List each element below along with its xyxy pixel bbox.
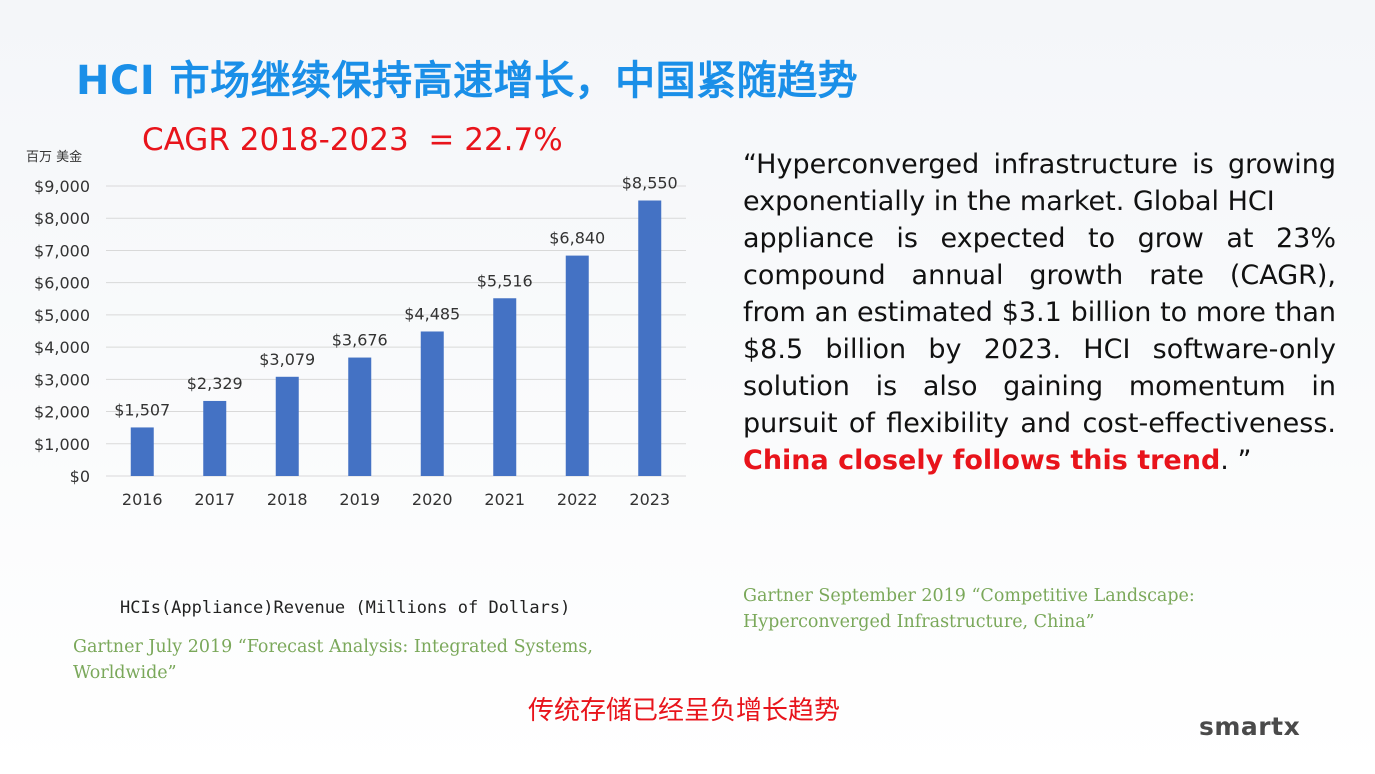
- bar-2022: [565, 255, 589, 476]
- data-label: $3,676: [332, 331, 388, 350]
- y-tick-label: $4,000: [34, 338, 90, 357]
- revenue-bar-chart: $0 $1,000 $2,000 $3,000 $4,000 $5,000 $6,000 $7…: [34, 174, 686, 509]
- chart-x-axis: 2016 2017 2018 2019 2020 2021 2022 2023: [122, 490, 670, 509]
- y-tick-label: $7,000: [34, 241, 90, 260]
- quote-end-text: . ”: [1220, 445, 1252, 476]
- data-label: $6,840: [549, 229, 605, 248]
- data-label: $1,507: [114, 400, 170, 419]
- y-tick-label: $5,000: [34, 306, 90, 325]
- gartner-quote: “Hyperconverged infrastructure is growin…: [743, 146, 1336, 479]
- x-tick-label: 2023: [629, 490, 670, 509]
- y-tick-label: $9,000: [34, 177, 90, 196]
- y-tick-label: $2,000: [34, 403, 90, 422]
- bar-2019: [348, 357, 372, 476]
- bar-2020: [420, 331, 444, 476]
- cagr-label: CAGR 2018-2023 = 22.7%: [142, 122, 563, 158]
- y-tick-label: $1,000: [34, 435, 90, 454]
- quote-main-text: “Hyperconverged infrastructure is growin…: [743, 149, 1336, 439]
- unit-label: 百万 美金: [26, 150, 83, 165]
- quote-highlight-text: China closely follows this trend: [743, 445, 1221, 476]
- chart-gridlines: [106, 185, 686, 477]
- data-label: $3,079: [259, 350, 315, 369]
- y-tick-label: $0: [70, 467, 90, 486]
- y-tick-label: $6,000: [34, 274, 90, 293]
- x-tick-label: 2020: [412, 490, 453, 509]
- bar-2023: [638, 200, 662, 476]
- footer-note: 传统存储已经呈负增长趋势: [528, 696, 841, 726]
- data-label: $2,329: [187, 374, 243, 393]
- y-tick-label: $8,000: [34, 209, 90, 228]
- chart-caption: HCIs(Appliance)Revenue (Millions of Doll…: [120, 598, 571, 618]
- data-label: $8,550: [622, 174, 678, 193]
- bar-2017: [203, 400, 227, 476]
- x-tick-label: 2021: [484, 490, 525, 509]
- bar-2021: [493, 298, 517, 476]
- chart-bars: [130, 200, 662, 476]
- bar-2018: [275, 376, 299, 476]
- bar-2016: [130, 427, 154, 476]
- source-right: Gartner September 2019 “Competitive Land…: [743, 586, 1195, 632]
- slide-title: HCI 市场继续保持高速增长，中国紧随趋势: [76, 58, 859, 104]
- chart-y-axis: $0 $1,000 $2,000 $3,000 $4,000 $5,000 $6,000 $7…: [34, 177, 90, 486]
- source-left: Gartner July 2019 “Forecast Analysis: In…: [73, 637, 593, 683]
- x-tick-label: 2018: [267, 490, 308, 509]
- y-tick-label: $3,000: [34, 370, 90, 389]
- x-tick-label: 2019: [339, 490, 380, 509]
- smartx-logo: smartx: [1199, 712, 1301, 741]
- data-label: $4,485: [404, 304, 460, 323]
- chart-data-labels: $1,507 $2,329 $3,079 $3,676 $4,485 $5,516 $6,8…: [114, 174, 677, 420]
- x-tick-label: 2017: [194, 490, 235, 509]
- data-label: $5,516: [477, 271, 533, 290]
- x-tick-label: 2016: [122, 490, 163, 509]
- x-tick-label: 2022: [557, 490, 598, 509]
